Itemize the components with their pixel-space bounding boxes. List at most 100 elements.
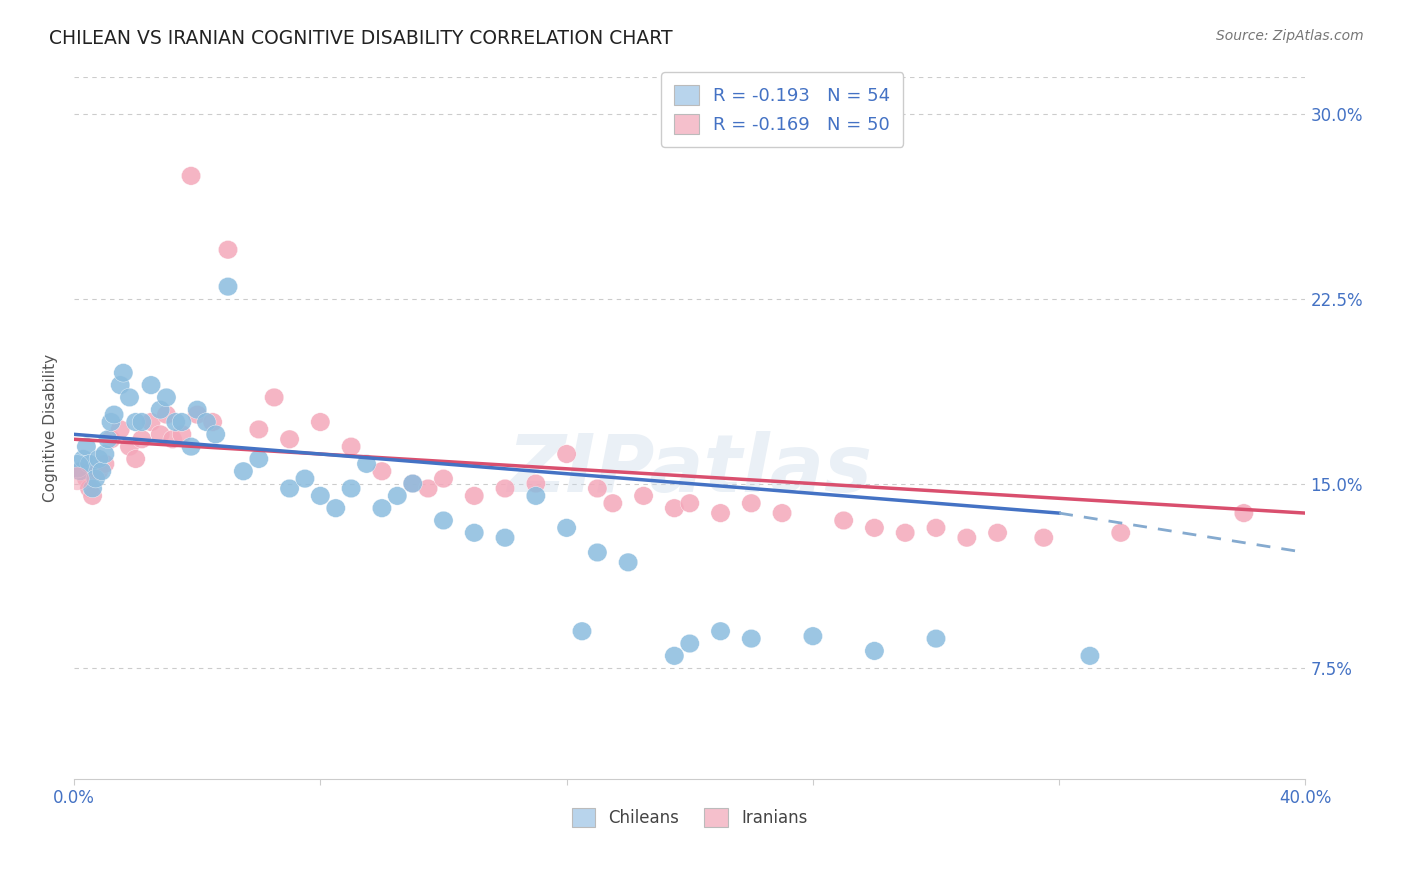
Ellipse shape [681, 634, 699, 653]
Ellipse shape [187, 405, 207, 424]
Ellipse shape [142, 376, 160, 394]
Text: CHILEAN VS IRANIAN COGNITIVE DISABILITY CORRELATION CHART: CHILEAN VS IRANIAN COGNITIVE DISABILITY … [49, 29, 673, 47]
Ellipse shape [157, 388, 176, 407]
Ellipse shape [65, 455, 89, 478]
Ellipse shape [834, 511, 853, 530]
Ellipse shape [373, 462, 391, 481]
Ellipse shape [70, 462, 90, 481]
Ellipse shape [111, 420, 129, 439]
Ellipse shape [181, 437, 201, 456]
Ellipse shape [197, 413, 217, 432]
Ellipse shape [419, 479, 437, 498]
Text: Source: ZipAtlas.com: Source: ZipAtlas.com [1216, 29, 1364, 43]
Ellipse shape [404, 475, 422, 493]
Ellipse shape [96, 445, 114, 463]
Ellipse shape [373, 499, 391, 517]
Ellipse shape [526, 486, 546, 505]
Ellipse shape [865, 641, 884, 660]
Ellipse shape [803, 627, 823, 646]
Ellipse shape [83, 479, 103, 498]
Ellipse shape [120, 437, 139, 456]
Ellipse shape [101, 413, 121, 432]
Ellipse shape [957, 528, 976, 547]
Ellipse shape [93, 462, 111, 481]
Ellipse shape [464, 486, 484, 505]
Y-axis label: Cognitive Disability: Cognitive Disability [44, 354, 58, 502]
Ellipse shape [187, 401, 207, 419]
Ellipse shape [77, 469, 96, 488]
Ellipse shape [295, 469, 315, 488]
Ellipse shape [896, 524, 915, 542]
Ellipse shape [120, 388, 139, 407]
Ellipse shape [202, 413, 222, 432]
Ellipse shape [172, 413, 191, 432]
Ellipse shape [157, 405, 176, 424]
Ellipse shape [742, 494, 761, 513]
Ellipse shape [249, 450, 269, 468]
Ellipse shape [86, 469, 105, 488]
Ellipse shape [526, 475, 546, 493]
Ellipse shape [665, 647, 683, 665]
Ellipse shape [233, 462, 253, 481]
Ellipse shape [132, 413, 152, 432]
Ellipse shape [150, 425, 170, 443]
Ellipse shape [495, 528, 515, 547]
Ellipse shape [927, 518, 946, 537]
Ellipse shape [388, 486, 406, 505]
Ellipse shape [166, 413, 186, 432]
Ellipse shape [172, 425, 191, 443]
Ellipse shape [80, 479, 98, 498]
Ellipse shape [681, 494, 699, 513]
Ellipse shape [619, 553, 638, 572]
Ellipse shape [218, 277, 238, 296]
Ellipse shape [988, 524, 1007, 542]
Ellipse shape [495, 479, 515, 498]
Ellipse shape [557, 445, 576, 463]
Ellipse shape [1234, 504, 1254, 523]
Ellipse shape [311, 486, 330, 505]
Ellipse shape [163, 430, 183, 449]
Ellipse shape [342, 437, 361, 456]
Ellipse shape [80, 455, 98, 473]
Ellipse shape [77, 437, 96, 456]
Ellipse shape [326, 499, 346, 517]
Ellipse shape [434, 469, 453, 488]
Ellipse shape [1033, 528, 1053, 547]
Ellipse shape [280, 479, 299, 498]
Ellipse shape [114, 364, 134, 382]
Ellipse shape [1111, 524, 1130, 542]
Ellipse shape [127, 450, 145, 468]
Ellipse shape [634, 486, 654, 505]
Ellipse shape [96, 455, 114, 473]
Ellipse shape [404, 475, 422, 493]
Ellipse shape [70, 462, 90, 481]
Legend: Chileans, Iranians: Chileans, Iranians [565, 802, 814, 834]
Ellipse shape [588, 479, 607, 498]
Ellipse shape [73, 450, 93, 468]
Ellipse shape [603, 494, 623, 513]
Ellipse shape [772, 504, 792, 523]
Ellipse shape [311, 413, 330, 432]
Ellipse shape [927, 630, 946, 648]
Ellipse shape [572, 622, 592, 640]
Ellipse shape [434, 511, 453, 530]
Ellipse shape [711, 504, 730, 523]
Ellipse shape [101, 430, 121, 449]
Ellipse shape [665, 499, 683, 517]
Ellipse shape [111, 376, 129, 394]
Ellipse shape [181, 167, 201, 186]
Ellipse shape [83, 486, 103, 505]
Ellipse shape [65, 467, 89, 491]
Ellipse shape [280, 430, 299, 449]
Ellipse shape [742, 630, 761, 648]
Ellipse shape [464, 524, 484, 542]
Ellipse shape [865, 518, 884, 537]
Ellipse shape [132, 430, 152, 449]
Text: ZIPatlas: ZIPatlas [508, 431, 872, 509]
Ellipse shape [127, 413, 145, 432]
Ellipse shape [142, 413, 160, 432]
Ellipse shape [557, 518, 576, 537]
Ellipse shape [104, 405, 124, 424]
Ellipse shape [357, 455, 377, 473]
Ellipse shape [207, 425, 225, 443]
